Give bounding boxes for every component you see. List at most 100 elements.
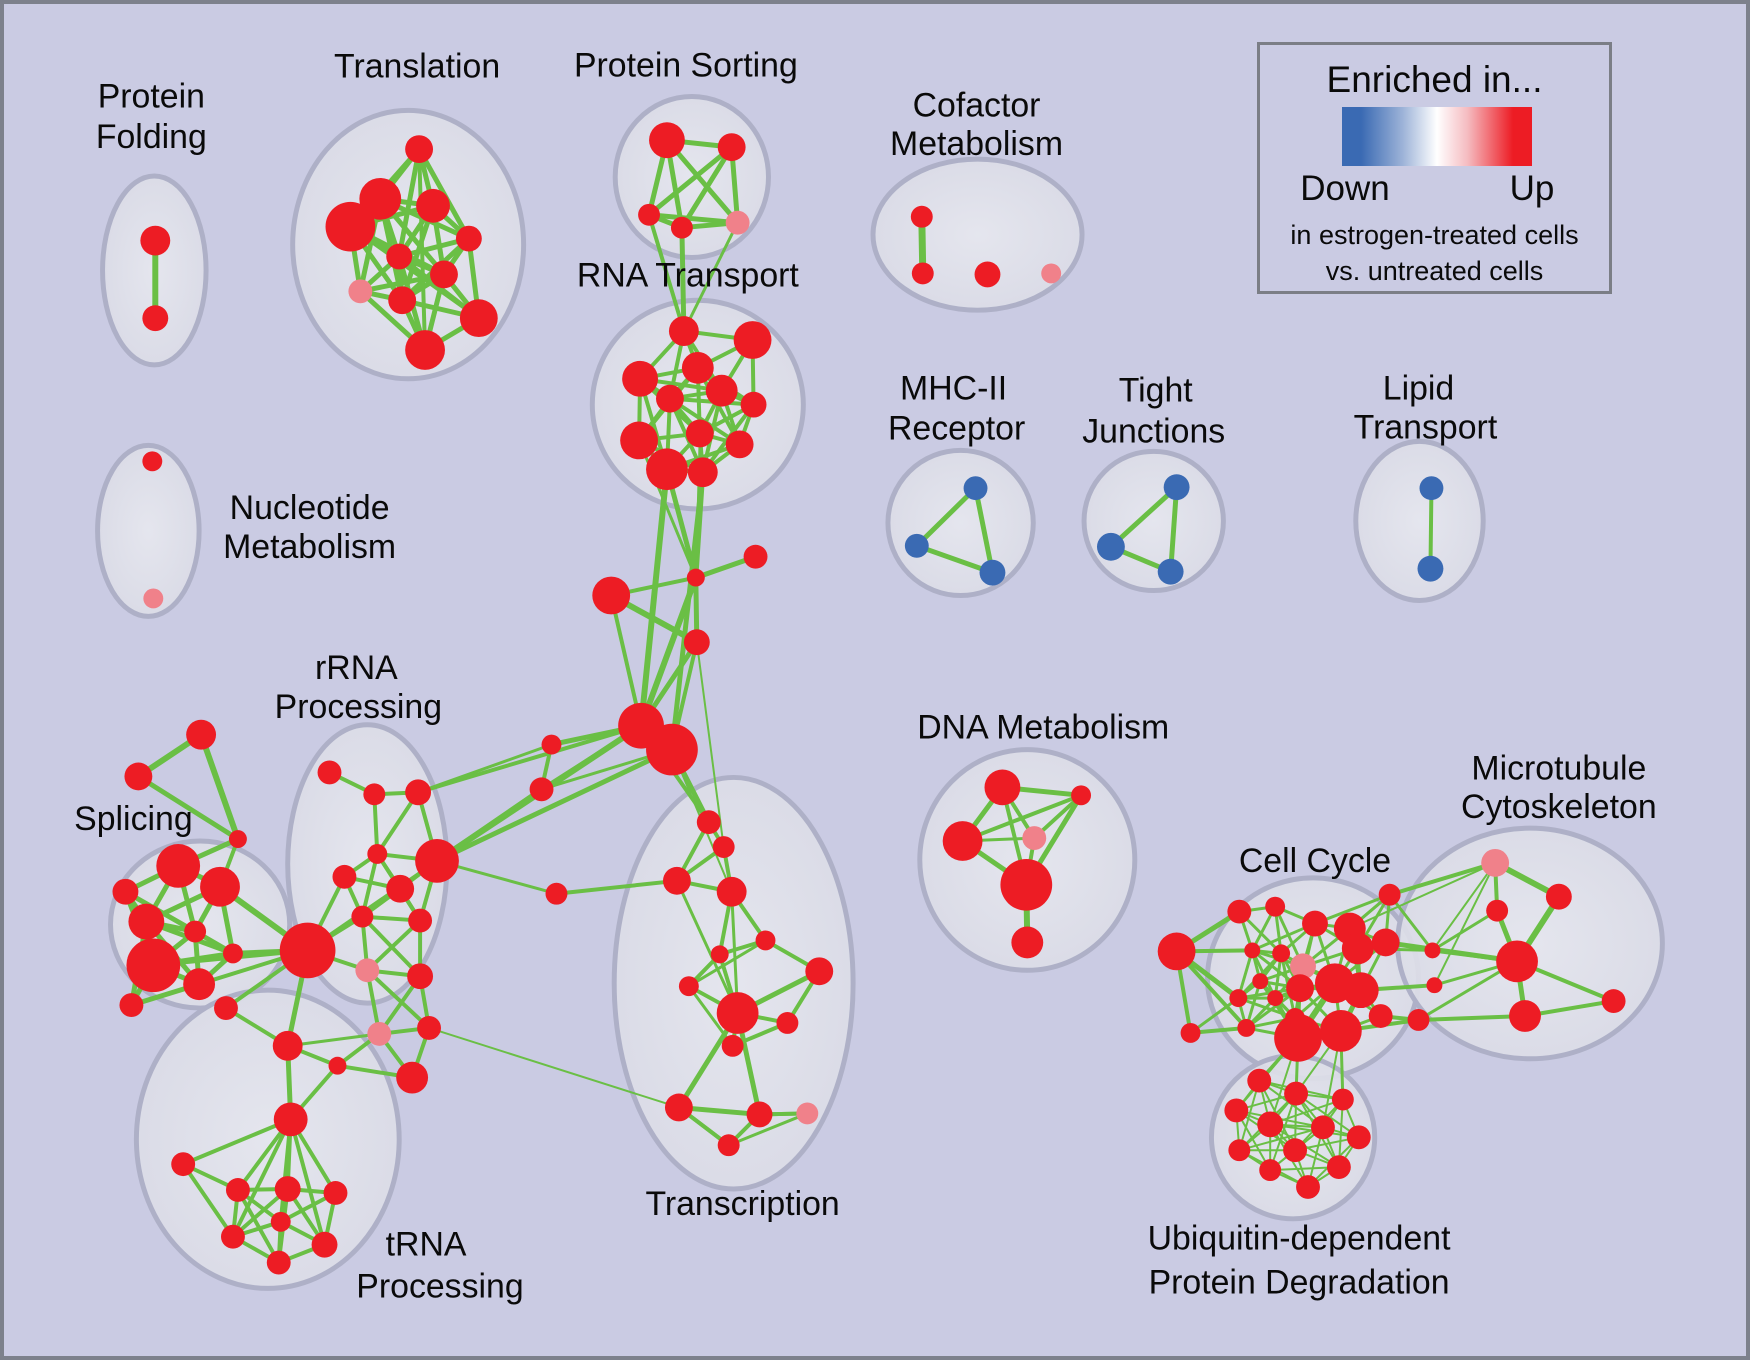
gene-set-node-red xyxy=(1229,989,1248,1008)
gene-set-node-red xyxy=(1424,942,1441,959)
gene-set-node-red xyxy=(1071,785,1092,806)
gene-set-node-red xyxy=(1426,977,1443,994)
gene-set-node-red xyxy=(332,864,357,889)
gene-set-node-red xyxy=(1342,972,1379,1009)
gene-set-node-red xyxy=(396,1061,429,1094)
legend-caption-line1: in estrogen-treated cells xyxy=(1290,220,1579,250)
edge xyxy=(1383,939,1520,964)
gene-set-node-red xyxy=(386,874,415,903)
gene-set-node-red xyxy=(417,1016,441,1040)
gene-set-node-red xyxy=(683,629,710,656)
gene-set-node-red xyxy=(1371,928,1400,957)
gene-set-node-red xyxy=(407,963,434,990)
gene-set-node-red xyxy=(1378,883,1401,906)
edge xyxy=(1168,484,1180,575)
legend-down-label: Down xyxy=(1300,169,1390,208)
gene-set-node-red xyxy=(1286,974,1314,1003)
gene-set-node-red xyxy=(545,882,568,905)
gene-set-node-red xyxy=(910,205,933,228)
gene-set-node-red xyxy=(317,760,342,785)
gene-set-node-red xyxy=(270,1211,291,1232)
edge xyxy=(647,212,686,334)
gene-set-node-red xyxy=(266,1250,291,1275)
edge xyxy=(960,793,1084,844)
gene-set-node-red xyxy=(716,876,747,907)
gene-set-node-red xyxy=(1545,883,1572,910)
cluster-label-microtubule: Cytoskeleton xyxy=(1461,788,1657,826)
gene-set-node-red xyxy=(710,945,729,964)
gene-set-node-red xyxy=(1486,899,1509,922)
gene-set-node-red xyxy=(942,821,983,861)
cluster-label-cell_cycle: Cell Cycle xyxy=(1239,842,1391,880)
edge xyxy=(1387,860,1498,897)
gene-set-node-red xyxy=(1407,1009,1430,1031)
cluster-label-transcription: Transcription xyxy=(645,1185,839,1223)
cluster-label-tight: Junctions xyxy=(1082,412,1225,450)
edge xyxy=(181,1162,235,1239)
gene-set-node-red xyxy=(126,938,181,993)
gene-set-node-red xyxy=(455,225,482,252)
gene-set-node-red xyxy=(1180,1022,1201,1043)
gene-set-node-red xyxy=(1224,1098,1249,1123)
cluster-label-mhc: MHC-II xyxy=(900,370,1007,408)
legend-up-label: Up xyxy=(1509,169,1555,208)
cluster-label-nucleotide: Nucleotide xyxy=(230,489,390,527)
cluster-label-protein_folding: Folding xyxy=(96,118,207,156)
gene-set-node-red xyxy=(225,1178,250,1202)
gene-set-node-red xyxy=(186,719,217,750)
gene-set-node-red xyxy=(646,723,698,776)
gene-set-node-red xyxy=(1284,1081,1309,1106)
gene-set-node-red xyxy=(1244,942,1261,959)
gene-set-node-red xyxy=(656,384,684,413)
gene-set-node-red xyxy=(405,135,434,164)
cluster-label-rrna: Processing xyxy=(275,688,442,726)
gene-set-node-red xyxy=(755,930,776,951)
edge xyxy=(357,271,447,294)
gene-set-node-red xyxy=(529,777,554,802)
legend-caption-line2: vs. untreated cells xyxy=(1325,256,1544,286)
cluster-label-rna_transport: RNA Transport xyxy=(577,256,799,294)
edge xyxy=(973,485,995,576)
gene-set-node-red xyxy=(430,260,458,289)
edge xyxy=(646,212,741,226)
gene-set-node-red xyxy=(1331,1088,1354,1111)
gene-set-node-red xyxy=(705,374,738,407)
gene-set-node-red xyxy=(274,1176,301,1202)
gene-set-node-red xyxy=(1601,989,1626,1014)
gene-set-node-red xyxy=(221,1224,245,1249)
gene-set-node-pink xyxy=(725,210,750,235)
gene-set-node-red xyxy=(974,261,1001,288)
edge xyxy=(416,743,553,794)
gene-set-node-red xyxy=(717,1134,740,1157)
gene-set-node-red xyxy=(541,734,562,755)
gene-set-node-red xyxy=(1302,910,1328,937)
gene-set-node-red xyxy=(638,203,660,226)
edge xyxy=(687,938,767,988)
cluster-label-mhc: Receptor xyxy=(888,410,1025,448)
gene-set-node-red xyxy=(142,305,169,332)
cluster-label-microtubule: Microtubule xyxy=(1471,749,1646,787)
gene-set-node-red xyxy=(1346,1125,1371,1150)
cluster-bubble-cofactor xyxy=(870,156,1085,313)
gene-set-node-red xyxy=(1265,896,1286,917)
gene-set-node-red xyxy=(646,448,688,491)
gene-set-node-red xyxy=(119,993,144,1018)
edge xyxy=(1430,909,1499,952)
gene-set-node-red xyxy=(1227,899,1252,924)
gene-set-node-red xyxy=(649,122,685,159)
gene-set-node-red xyxy=(228,830,247,849)
edge xyxy=(230,1117,293,1239)
gene-set-node-red xyxy=(743,544,768,569)
gene-set-node-red xyxy=(1310,1115,1335,1140)
cluster-bubble-mhc xyxy=(885,447,1036,598)
gene-set-node-red xyxy=(1296,1175,1320,1199)
edge xyxy=(416,723,644,795)
edge xyxy=(1108,484,1180,550)
edge xyxy=(365,918,423,973)
gene-set-node-red xyxy=(776,1012,799,1034)
edge xyxy=(914,543,995,576)
gene-set-node-red xyxy=(408,908,433,933)
gene-set-node-red xyxy=(273,1102,308,1137)
